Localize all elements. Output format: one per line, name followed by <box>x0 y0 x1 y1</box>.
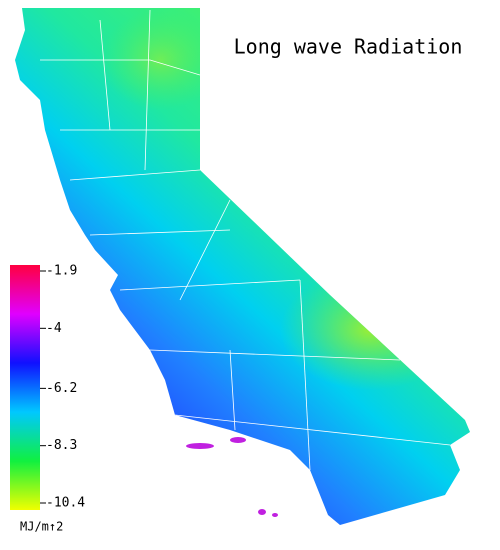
colorbar-ticks: -1.9 -4 -6.2 -8.3 -10.4 <box>40 264 85 511</box>
colorbar <box>10 265 40 510</box>
tick-label: -10.4 <box>46 496 85 511</box>
islands <box>186 437 278 517</box>
tick-label: -6.2 <box>46 381 77 396</box>
colorbar-unit: MJ/m↑2 <box>20 520 63 534</box>
warm-zone <box>280 270 460 390</box>
map-title: Long wave Radiation <box>234 35 463 59</box>
county-lines <box>40 9 451 471</box>
state-fill <box>15 8 470 525</box>
tick-label: -8.3 <box>46 438 77 453</box>
tick-label: -4 <box>46 321 62 336</box>
state <box>15 8 470 525</box>
warm-zone <box>100 10 220 110</box>
tick-label: -1.9 <box>46 264 77 279</box>
